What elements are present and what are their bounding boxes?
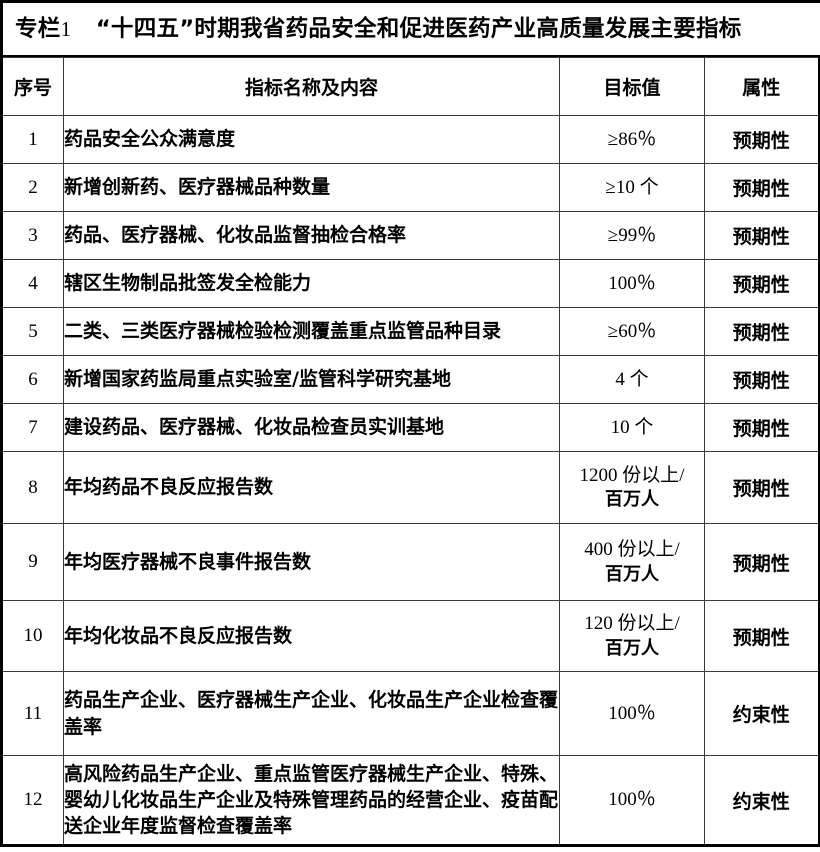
row-target: ≥99％ (559, 211, 705, 260)
table-row: 10 年均化妆品不良反应报告数 120 份以上/ 百万人 预期性 (1, 600, 819, 672)
row-attribute: 预期性 (704, 523, 819, 601)
row-index: 8 (1, 451, 64, 524)
row-index: 1 (1, 115, 64, 164)
table-row: 7 建设药品、医疗器械、化妆品检查员实训基地 10 个 预期性 (1, 403, 819, 452)
row-target-line1: ≥86％ (607, 128, 657, 150)
row-name: 建设药品、医疗器械、化妆品检查员实训基地 (63, 403, 560, 452)
row-attribute: 预期性 (704, 259, 819, 308)
row-target-line1: 1200 份以上/ (579, 464, 685, 486)
row-name: 年均药品不良反应报告数 (63, 451, 560, 524)
table-row: 3 药品、医疗器械、化妆品监督抽检合格率 ≥99％ 预期性 (1, 211, 819, 260)
row-target-line1: 100％ (608, 789, 656, 811)
row-name: 年均化妆品不良反应报告数 (63, 600, 560, 672)
column-header-target: 目标值 (559, 57, 705, 116)
table-row: 6 新增国家药监局重点实验室/监管科学研究基地 4 个 预期性 (1, 355, 819, 404)
column-title-banner: 专栏1 “十四五”时期我省药品安全和促进医药产业高质量发展主要指标 (0, 0, 820, 57)
row-name: 药品生产企业、医疗器械生产企业、化妆品生产企业检查覆盖率 (63, 671, 560, 756)
row-name: 二类、三类医疗器械检验检测覆盖重点监管品种目录 (63, 307, 560, 356)
table-row: 8 年均药品不良反应报告数 1200 份以上/ 百万人 预期性 (1, 451, 819, 524)
row-target-line1: ≥99％ (607, 224, 657, 246)
row-target: 400 份以上/ 百万人 (559, 523, 705, 601)
row-name: 药品、医疗器械、化妆品监督抽检合格率 (63, 211, 560, 260)
table-header-row: 序号 指标名称及内容 目标值 属性 (1, 57, 819, 116)
row-index: 3 (1, 211, 64, 260)
row-target: 4 个 (559, 355, 705, 404)
row-index: 12 (1, 755, 64, 846)
row-target-line2: 百万人 (605, 637, 659, 659)
row-target: 100％ (559, 671, 705, 756)
row-target: ≥10 个 (559, 163, 705, 212)
row-target: 100％ (559, 259, 705, 308)
column-header-attribute: 属性 (704, 57, 819, 116)
row-target-line1: 4 个 (615, 368, 649, 390)
row-name: 高风险药品生产企业、重点监管医疗器械生产企业、特殊、婴幼儿化妆品生产企业及特殊管… (63, 755, 560, 846)
row-attribute: 预期性 (704, 115, 819, 164)
table-row: 9 年均医疗器械不良事件报告数 400 份以上/ 百万人 预期性 (1, 523, 819, 601)
row-target: 120 份以上/ 百万人 (559, 600, 705, 672)
row-attribute: 预期性 (704, 451, 819, 524)
row-attribute: 预期性 (704, 163, 819, 212)
table-body: 1 药品安全公众满意度 ≥86％ 预期性 2 新增创新药、医疗器械品种数量 ≥1… (1, 115, 819, 846)
row-attribute: 约束性 (704, 755, 819, 846)
row-index: 7 (1, 403, 64, 452)
title-number: 1 (60, 16, 72, 41)
row-target-line2: 百万人 (605, 563, 659, 585)
row-index: 11 (1, 671, 64, 756)
row-name: 年均医疗器械不良事件报告数 (63, 523, 560, 601)
row-name: 新增国家药监局重点实验室/监管科学研究基地 (63, 355, 560, 404)
row-target-line1: 10 个 (610, 416, 654, 438)
row-attribute: 预期性 (704, 307, 819, 356)
row-target: 1200 份以上/ 百万人 (559, 451, 705, 524)
table-row: 1 药品安全公众满意度 ≥86％ 预期性 (1, 115, 819, 164)
column-header-name: 指标名称及内容 (63, 57, 560, 116)
row-attribute: 约束性 (704, 671, 819, 756)
row-target-line1: ≥60％ (607, 320, 657, 342)
row-target-line1: 400 份以上/ (584, 539, 680, 561)
row-name: 药品安全公众满意度 (63, 115, 560, 164)
row-target-line1: 100％ (608, 702, 656, 724)
table-row: 2 新增创新药、医疗器械品种数量 ≥10 个 预期性 (1, 163, 819, 212)
row-attribute: 预期性 (704, 600, 819, 672)
row-attribute: 预期性 (704, 403, 819, 452)
row-target-line1: ≥10 个 (605, 176, 659, 198)
page-title: 专栏1 “十四五”时期我省药品安全和促进医药产业高质量发展主要指标 (15, 18, 742, 41)
indicators-table: 序号 指标名称及内容 目标值 属性 1 药品安全公众满意度 ≥86％ 预期性 2… (0, 57, 820, 847)
table-row: 5 二类、三类医疗器械检验检测覆盖重点监管品种目录 ≥60％ 预期性 (1, 307, 819, 356)
row-index: 4 (1, 259, 64, 308)
row-name: 新增创新药、医疗器械品种数量 (63, 163, 560, 212)
row-index: 9 (1, 523, 64, 601)
row-target-line2: 百万人 (605, 489, 659, 511)
row-index: 6 (1, 355, 64, 404)
row-name: 辖区生物制品批签发全检能力 (63, 259, 560, 308)
row-index: 10 (1, 600, 64, 672)
row-attribute: 预期性 (704, 355, 819, 404)
row-target-line1: 120 份以上/ (584, 613, 680, 635)
row-attribute: 预期性 (704, 211, 819, 260)
row-target-line1: 100％ (608, 272, 656, 294)
row-target: 100％ (559, 755, 705, 846)
row-target: 10 个 (559, 403, 705, 452)
table-row: 12 高风险药品生产企业、重点监管医疗器械生产企业、特殊、婴幼儿化妆品生产企业及… (1, 755, 819, 846)
row-target: ≥60％ (559, 307, 705, 356)
table-row: 11 药品生产企业、医疗器械生产企业、化妆品生产企业检查覆盖率 100％ 约束性 (1, 671, 819, 756)
title-main: “十四五”时期我省药品安全和促进医药产业高质量发展主要指标 (95, 15, 742, 42)
table-row: 4 辖区生物制品批签发全检能力 100％ 预期性 (1, 259, 819, 308)
row-index: 2 (1, 163, 64, 212)
title-prefix: 专栏 (15, 15, 61, 42)
column-header-index: 序号 (1, 57, 64, 116)
row-index: 5 (1, 307, 64, 356)
row-target: ≥86％ (559, 115, 705, 164)
